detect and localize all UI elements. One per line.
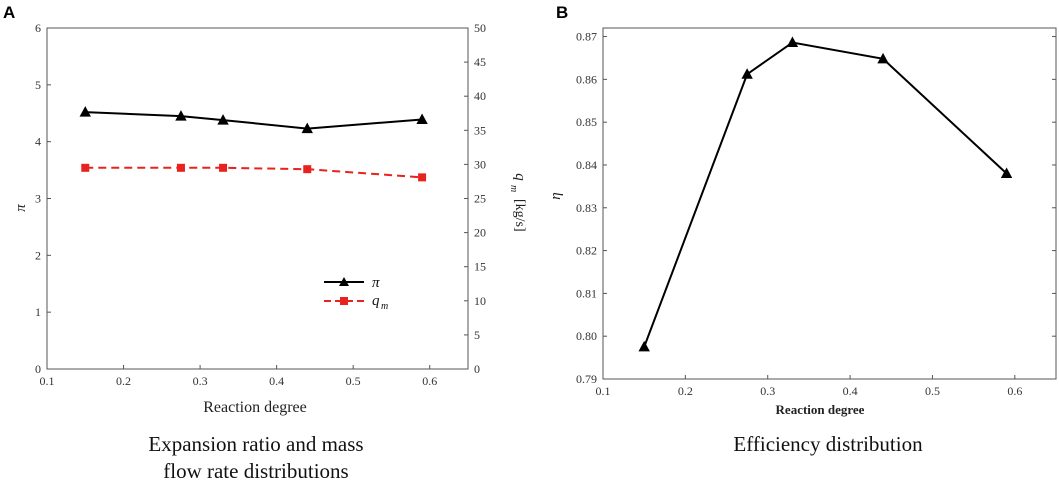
right-y-tick-label: 45 xyxy=(474,55,486,69)
series-line-pi xyxy=(85,111,423,130)
left-y-tick-label: 4 xyxy=(35,135,41,149)
data-point-pi xyxy=(301,122,313,134)
data-point-eta xyxy=(1000,167,1013,179)
data-point-qm xyxy=(303,165,312,174)
x-tick-label: 0.4 xyxy=(269,374,284,388)
panel-a-left-y-axis-title: π xyxy=(13,204,29,212)
y-tick-label: 0.85 xyxy=(576,115,597,129)
left-y-tick-label: 3 xyxy=(35,192,41,206)
data-point-qm xyxy=(176,163,185,172)
panel-a-caption-line-1: Expansion ratio and mass xyxy=(148,432,363,456)
legend-qm-label: q xyxy=(372,293,380,309)
x-tick-label: 0.5 xyxy=(925,384,940,398)
y-tick-label: 0.83 xyxy=(576,201,597,215)
y-tick-label: 0.82 xyxy=(576,244,597,258)
y-tick-label: 0.86 xyxy=(576,72,597,86)
data-point-pi xyxy=(79,106,91,117)
panel-b-y-axis: 0.79 0.80 0.81 0.82 0.83 0.84 0.85 0.86 0.87 xyxy=(576,30,1056,386)
right-y-tick-label: 10 xyxy=(474,294,486,308)
x-tick-label: 0.4 xyxy=(843,384,858,398)
panel-b-plot-frame xyxy=(602,27,1057,380)
x-tick-label: 0.1 xyxy=(596,384,611,398)
x-tick-label: 0.3 xyxy=(760,384,775,398)
data-point-eta xyxy=(786,36,799,48)
right-y-tick-label: 35 xyxy=(474,123,486,137)
x-tick-label: 0.2 xyxy=(116,374,131,388)
data-point-pi xyxy=(217,114,229,125)
panel-b-y-axis-title: η xyxy=(548,192,564,199)
x-tick-label: 0.3 xyxy=(193,374,208,388)
qm-subscript: m xyxy=(508,185,519,192)
data-point-eta xyxy=(741,68,753,79)
y-tick-label: 0.80 xyxy=(576,329,597,343)
panel-b-series xyxy=(638,36,1013,352)
y-tick-label: 0.87 xyxy=(576,30,597,44)
panel-b-label: B xyxy=(556,3,568,22)
y-tick-label: 0.79 xyxy=(576,372,597,386)
panel-a-plot-frame xyxy=(46,27,469,370)
legend-pi-label: π xyxy=(372,275,380,291)
panel-a-x-axis: 0.1 0.2 0.3 0.4 0.5 0.6 xyxy=(40,365,437,388)
left-y-tick-label: 0 xyxy=(35,362,41,376)
panel-a-x-axis-title: Reaction degree xyxy=(203,399,307,416)
data-point-eta xyxy=(877,52,889,64)
right-y-tick-label: 30 xyxy=(474,157,486,171)
left-y-tick-label: 6 xyxy=(35,21,41,35)
legend-qm-marker xyxy=(340,297,348,305)
right-y-tick-label: 0 xyxy=(474,362,480,376)
panel-b-caption: Efficiency distribution xyxy=(733,432,923,456)
data-point-qm xyxy=(418,173,427,182)
y-tick-label: 0.84 xyxy=(576,158,597,172)
left-y-tick-label: 2 xyxy=(35,248,41,262)
panel-b-x-axis-title: Reaction degree xyxy=(776,402,865,417)
series-line-qm xyxy=(85,166,423,179)
left-y-tick-label: 5 xyxy=(35,78,41,92)
panel-b: B 0.1 0.2 0.3 0.4 0.5 0.6 0.79 0.80 0.81 0.82 0.8… xyxy=(548,3,1057,456)
panel-b-x-axis: 0.1 0.2 0.3 0.4 0.5 0.6 xyxy=(596,375,1022,398)
right-y-tick-label: 5 xyxy=(474,328,480,342)
data-point-pi xyxy=(416,113,428,125)
right-y-tick-label: 25 xyxy=(474,192,486,206)
right-y-tick-label: 20 xyxy=(474,226,486,240)
right-y-tick-label: 50 xyxy=(474,21,486,35)
x-tick-label: 0.5 xyxy=(346,374,361,388)
y-tick-label: 0.81 xyxy=(576,286,597,300)
x-tick-label: 0.6 xyxy=(1007,384,1022,398)
panel-a-series xyxy=(79,106,428,182)
series-line-eta xyxy=(643,41,1008,348)
data-point-qm xyxy=(81,163,90,172)
x-tick-label: 0.6 xyxy=(422,374,437,388)
data-point-qm xyxy=(219,163,228,172)
panel-a-right-y-axis: 0 5 10 15 20 25 30 35 40 45 50 xyxy=(464,21,486,376)
legend-pi-marker xyxy=(339,277,349,286)
qm-unit: [kg/s] xyxy=(512,199,527,232)
legend-qm-subscript: m xyxy=(381,301,388,312)
left-y-tick-label: 1 xyxy=(35,305,41,319)
right-y-tick-label: 15 xyxy=(474,260,486,274)
panel-a-left-y-axis: 0 1 2 3 4 5 6 xyxy=(35,21,51,376)
data-point-eta xyxy=(638,340,650,352)
panel-a-legend: π q m xyxy=(324,275,388,312)
right-y-tick-label: 40 xyxy=(474,89,486,103)
x-tick-label: 0.2 xyxy=(678,384,693,398)
panel-a-label: A xyxy=(3,3,15,22)
panel-a-caption-line-2: flow rate distributions xyxy=(163,459,348,483)
qm-symbol: q xyxy=(512,173,528,181)
data-point-pi xyxy=(175,110,187,121)
panel-a-right-y-axis-title: q m [kg/s] xyxy=(508,173,528,231)
x-tick-label: 0.1 xyxy=(40,374,55,388)
